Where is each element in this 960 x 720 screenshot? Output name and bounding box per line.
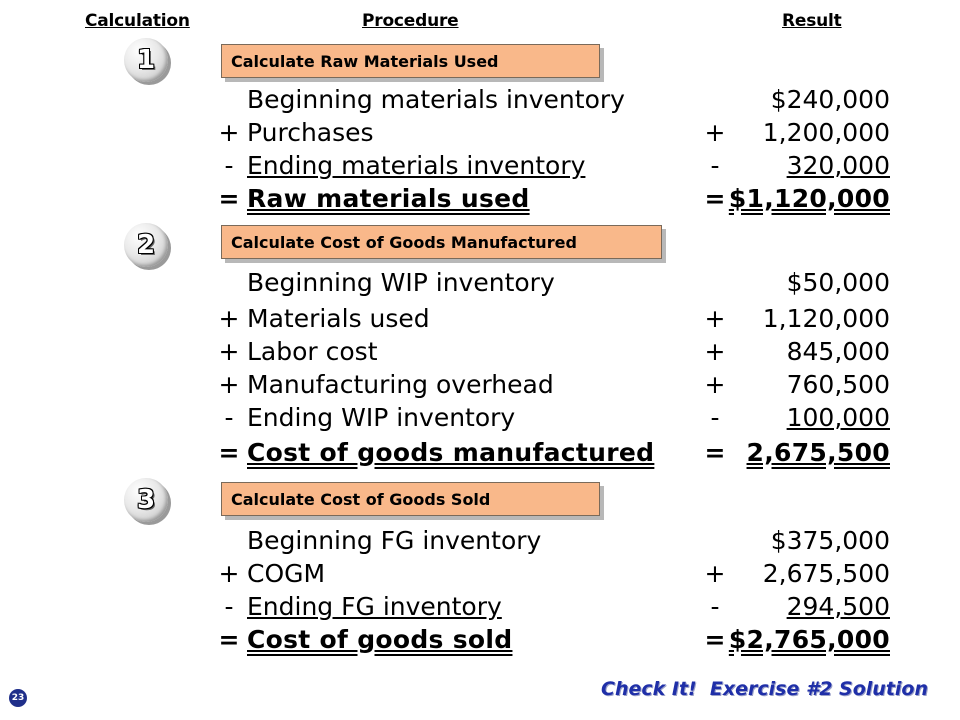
- calc-row: Beginning WIP inventory $50,000: [0, 266, 960, 300]
- line-item-label: COGM: [247, 559, 326, 588]
- calc-row: Beginning materials inventory $240,000: [0, 83, 960, 117]
- total-row: = Cost of goods manufactured = 2,675,500: [0, 436, 960, 470]
- line-item-label: Ending WIP inventory: [247, 403, 516, 432]
- result-operator: =: [704, 438, 726, 467]
- line-item-label: Materials used: [247, 304, 430, 333]
- line-item-value: 320,000: [786, 151, 890, 180]
- result-operator: +: [704, 304, 726, 333]
- operator: +: [218, 337, 240, 366]
- line-item-label: Labor cost: [247, 337, 378, 366]
- total-label: Cost of goods sold: [247, 625, 513, 654]
- line-item-label: Ending FG inventory: [247, 592, 502, 621]
- calc-row: + Manufacturing overhead + 760,500: [0, 368, 960, 402]
- calc-row: - Ending materials inventory - 320,000: [0, 149, 960, 183]
- calculation-header: Calculation: [85, 11, 190, 31]
- line-item-label: Beginning WIP inventory: [247, 268, 555, 297]
- calc-row: Beginning FG inventory $375,000: [0, 524, 960, 558]
- operator: =: [218, 438, 240, 467]
- result-operator: =: [704, 184, 726, 213]
- operator: +: [218, 118, 240, 147]
- line-item-value: 845,000: [786, 337, 890, 366]
- line-item-value: 294,500: [786, 592, 890, 621]
- calc-row: - Ending WIP inventory - 100,000: [0, 401, 960, 435]
- total-row: = Cost of goods sold = $2,765,000: [0, 623, 960, 657]
- step-1-badge: 1: [124, 38, 168, 82]
- line-item-value: $50,000: [786, 268, 890, 297]
- procedure-box-cogm: Calculate Cost of Goods Manufactured: [221, 225, 662, 259]
- line-item-value: 1,200,000: [762, 118, 890, 147]
- page-number-badge: 23: [9, 689, 27, 707]
- step-number: 1: [136, 45, 156, 75]
- calc-row: - Ending FG inventory - 294,500: [0, 590, 960, 624]
- procedure-header: Procedure: [362, 11, 459, 31]
- operator: -: [224, 403, 234, 432]
- result-operator: +: [704, 118, 726, 147]
- operator: +: [218, 370, 240, 399]
- step-2-badge: 2: [124, 223, 168, 267]
- operator: -: [224, 592, 234, 621]
- result-operator: +: [704, 337, 726, 366]
- total-value: $2,765,000: [728, 625, 890, 654]
- line-item-value: 100,000: [786, 403, 890, 432]
- operator: =: [218, 625, 240, 654]
- calc-row: + Labor cost + 845,000: [0, 335, 960, 369]
- step-3-badge: 3: [124, 478, 168, 522]
- result-header: Result: [782, 11, 842, 31]
- calc-row: + COGM + 2,675,500: [0, 557, 960, 591]
- operator: -: [224, 151, 234, 180]
- result-operator: +: [704, 559, 726, 588]
- line-item-label: Purchases: [247, 118, 374, 147]
- calc-row: + Materials used + 1,120,000: [0, 302, 960, 336]
- slide-footer-title: Check It! Exercise #2 Solution: [601, 678, 928, 700]
- operator: +: [218, 559, 240, 588]
- operator: =: [218, 184, 240, 213]
- total-label: Raw materials used: [247, 184, 530, 213]
- line-item-label: Beginning materials inventory: [247, 85, 625, 114]
- total-row: = Raw materials used = $1,120,000: [0, 182, 960, 216]
- result-operator: +: [704, 370, 726, 399]
- result-operator: -: [710, 592, 720, 621]
- line-item-label: Ending materials inventory: [247, 151, 586, 180]
- line-item-value: $240,000: [770, 85, 890, 114]
- total-value: 2,675,500: [746, 438, 890, 467]
- procedure-box-cogs: Calculate Cost of Goods Sold: [221, 482, 600, 516]
- step-number: 2: [136, 230, 156, 260]
- step-number: 3: [136, 485, 156, 515]
- calc-row: + Purchases + 1,200,000: [0, 116, 960, 150]
- line-item-value: 760,500: [786, 370, 890, 399]
- line-item-value: 1,120,000: [762, 304, 890, 333]
- line-item-label: Manufacturing overhead: [247, 370, 554, 399]
- line-item-label: Beginning FG inventory: [247, 526, 542, 555]
- result-operator: -: [710, 151, 720, 180]
- operator: +: [218, 304, 240, 333]
- result-operator: -: [710, 403, 720, 432]
- line-item-value: $375,000: [770, 526, 890, 555]
- total-label: Cost of goods manufactured: [247, 438, 655, 467]
- procedure-box-raw-materials: Calculate Raw Materials Used: [221, 44, 600, 78]
- result-operator: =: [704, 625, 726, 654]
- line-item-value: 2,675,500: [762, 559, 890, 588]
- total-value: $1,120,000: [728, 184, 890, 213]
